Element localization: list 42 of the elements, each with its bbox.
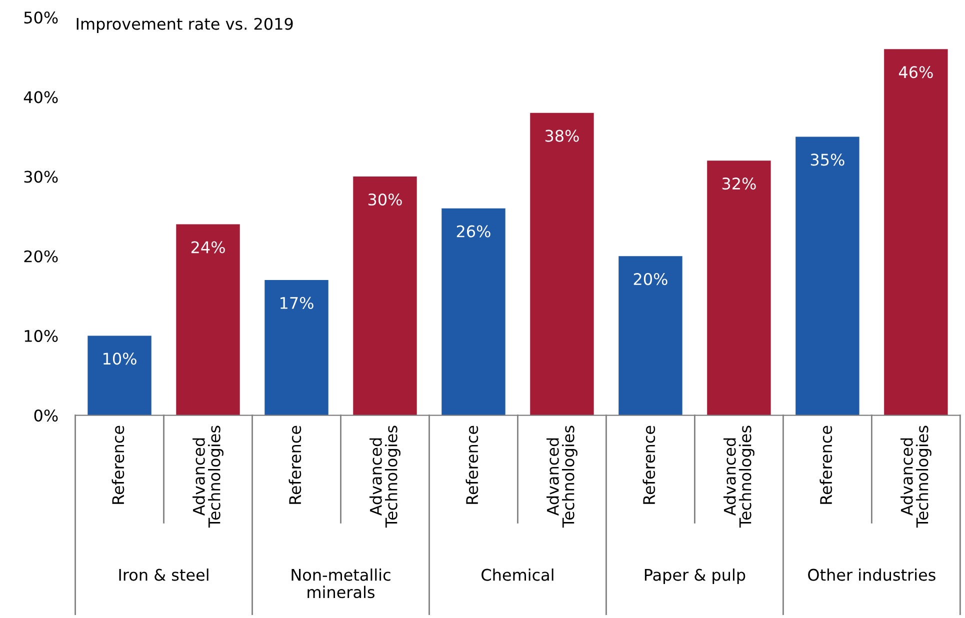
data-label: 35% xyxy=(810,154,844,166)
bar xyxy=(618,256,682,416)
data-label: 26% xyxy=(456,225,490,238)
bar xyxy=(884,49,948,416)
data-label: 32% xyxy=(722,178,756,190)
data-label: 17% xyxy=(280,296,314,310)
text: Other industries xyxy=(808,568,936,581)
data-label: 38% xyxy=(545,130,579,142)
y-tick-label: 0% xyxy=(34,410,58,422)
data-label: 46% xyxy=(898,66,933,78)
y-tick-label: 50% xyxy=(24,12,58,24)
x-tick-label: Reference xyxy=(466,426,478,504)
y-tick-label: 40% xyxy=(24,91,58,104)
data-label: 24% xyxy=(191,241,225,254)
x-tick-label: Advanced Technologies xyxy=(192,426,224,528)
chart-title: Improvement rate vs. 2019 xyxy=(76,18,293,33)
x-tick-label: Advanced Technologies xyxy=(900,426,932,528)
text: Paper & pulp xyxy=(644,568,746,584)
bar xyxy=(530,112,594,416)
x-tick-label: Advanced Technologies xyxy=(546,426,578,528)
data-label: 30% xyxy=(368,193,402,206)
data-label: 10% xyxy=(104,352,136,365)
x-tick-label: Reference xyxy=(642,426,656,504)
x-tick-label: Advanced Technologies xyxy=(723,426,754,528)
bar xyxy=(442,208,506,416)
y-tick-label: 20% xyxy=(24,250,58,262)
y-tick-label: 30% xyxy=(24,170,58,183)
y-tick-label: 10% xyxy=(24,330,58,342)
x-tick-label: Reference xyxy=(112,426,124,504)
bar xyxy=(707,160,771,416)
text: Iron & steel xyxy=(119,568,208,581)
x-tick-label: Reference xyxy=(288,426,302,504)
text: Non-metallic minerals xyxy=(292,568,390,598)
bar xyxy=(353,176,417,416)
bar xyxy=(88,336,152,416)
x-tick-label: Reference xyxy=(820,426,832,504)
text: Chemical xyxy=(482,568,554,581)
x-tick-label: Advanced Technologies xyxy=(370,426,400,528)
bar xyxy=(176,224,240,416)
data-label: 20% xyxy=(634,273,668,286)
bar xyxy=(796,136,860,416)
bar xyxy=(264,280,328,416)
